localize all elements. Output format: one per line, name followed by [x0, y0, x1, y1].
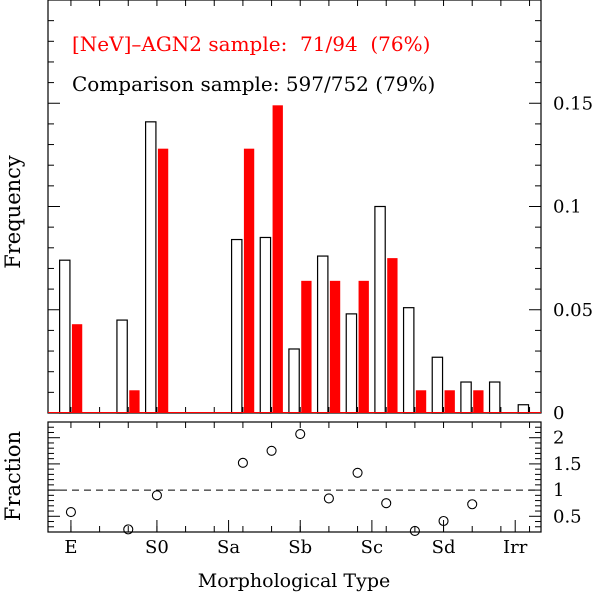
fraction-point [438, 515, 449, 527]
fraction-point [295, 428, 306, 440]
y-tick-labels: 0 0.05 0.1 0.15 [553, 93, 593, 424]
fraction-tick-label: 1 [553, 480, 564, 501]
x-tick-labels: E S0 Sa Sb Sc Sd Irr [64, 537, 527, 558]
fraction-tick-label: 1.5 [553, 454, 582, 475]
comparison-sample-annotation: Comparison sample: 597/752 (79%) [72, 72, 435, 96]
nev-bar [415, 390, 427, 413]
comparison-bar [145, 121, 157, 414]
x-axis-title: Morphological Type [198, 570, 390, 592]
fraction-point [381, 498, 392, 509]
y-tick-label: 0.05 [553, 300, 593, 321]
comparison-bar [374, 205, 386, 414]
comparison-bar [431, 356, 444, 414]
fraction-axis-title: Fraction [1, 431, 25, 521]
bottom-panel-frame [47, 421, 542, 533]
x-tick-label: E [64, 537, 77, 558]
nev-bar [301, 280, 312, 413]
fraction-point [352, 467, 363, 478]
x-tick-label: Sa [217, 537, 240, 558]
fraction-tick-label: 2 [553, 428, 564, 449]
x-tick-label: Irr [503, 537, 528, 558]
nev-sample-annotation: [NeV]–AGN2 sample: 71/94 (76%) [72, 32, 430, 56]
comparison-bar [345, 313, 358, 414]
comparison-bar [460, 381, 472, 414]
fraction-tick-labels: 0.5 1 1.5 2 [553, 428, 582, 528]
y-tick-label: 0.15 [553, 93, 593, 114]
fraction-point [409, 525, 420, 537]
nev-bar [387, 258, 398, 413]
comparison-bar [230, 238, 243, 414]
nev-bar [243, 148, 255, 413]
fraction-point [65, 507, 76, 518]
y-axis-title: Frequency [1, 155, 25, 269]
fraction-point [151, 490, 162, 501]
nev-bar [129, 390, 140, 413]
nev-bar [329, 280, 341, 413]
fraction-tick-label: 0.5 [553, 506, 582, 527]
bars [48, 105, 541, 414]
fraction-point [323, 493, 334, 504]
fraction-point [266, 445, 277, 456]
x-tick-label: S0 [145, 537, 169, 558]
fraction-point [467, 499, 478, 510]
comparison-bar [59, 259, 71, 414]
nev-bar [71, 324, 83, 413]
nev-bar [157, 148, 169, 413]
fraction-points [65, 428, 478, 537]
x-tick-label: Sc [361, 537, 383, 558]
comparison-bar [402, 307, 415, 414]
comparison-bar [288, 348, 300, 414]
x-tick-label: Sd [432, 537, 456, 558]
x-tick-label: Sb [288, 537, 312, 558]
y-tick-label: 0.1 [553, 197, 582, 218]
nev-bar [272, 105, 283, 413]
comparison-bar [116, 319, 128, 414]
fraction-point [123, 524, 134, 535]
y-tick-label: 0 [553, 403, 564, 424]
top-panel-ticks [48, 0, 541, 414]
nev-bar [473, 390, 484, 413]
comparison-bar [488, 381, 501, 414]
comparison-bar [259, 236, 272, 414]
fraction-point [237, 457, 248, 468]
comparison-bar [517, 404, 530, 414]
nev-bar [444, 390, 455, 413]
nev-bar [358, 280, 369, 413]
bottom-panel-ticks [48, 422, 541, 532]
comparison-bar [316, 255, 329, 414]
